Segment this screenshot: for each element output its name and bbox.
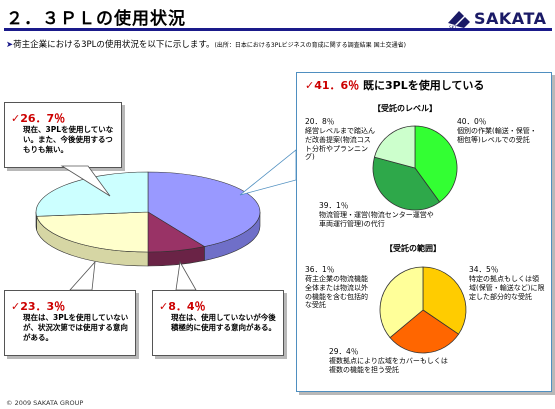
logo-mark-icon: SKT (448, 11, 470, 30)
scope-pie-chart (379, 266, 467, 354)
level-pie-chart (372, 125, 458, 211)
page-title: ２．３ＰＬの使用状況 (6, 9, 186, 29)
scope-slice-c (379, 266, 424, 339)
callout-no-plan-pct: 23．3％ (20, 300, 66, 313)
scope-slice-b (389, 309, 460, 354)
scope-slice-a (422, 266, 467, 335)
connector-none (60, 165, 111, 197)
callout-plan-heading: ✓8．4％ (159, 295, 206, 314)
level-label-b: 39．1％ 物流管理・運営(物流センター運営や車両運行管理)の代行 (319, 201, 437, 229)
panel-pct: 41．6％ (314, 79, 360, 92)
panel-heading-text: 既に3PLを使用している (363, 79, 485, 92)
level-label-b-text: 物流管理・運営(物流センター運営や車両運行管理)の代行 (319, 210, 434, 228)
scope-label-b-value: 29．4％ (329, 347, 359, 356)
scope-label-a: 34．5％ 特定の拠点もしくは領域(保管・輸送など)に限定した部分的な受託 (469, 265, 545, 301)
intro-text: 荷主企業における3PLの使用状況を以下に示します。 (13, 40, 215, 50)
connector-panel (239, 149, 297, 196)
intro-line: ➤荷主企業における3PLの使用状況を以下に示します。(出所：日本における3PLビ… (6, 38, 406, 50)
callout-plan: ✓8．4％ 現在は、使用していないが今後積極的に使用する意向がある。 (152, 290, 284, 356)
scope-label-c-text: 荷主企業の物流機能全体または物流以外の機能を含む包括的な受託 (305, 274, 368, 310)
main-slice-in-use (147, 171, 261, 247)
callout-none-check: ✓ (11, 112, 21, 125)
company-logo: SKT SAKATA (446, 8, 550, 30)
level-label-b-value: 39．1％ (319, 201, 349, 210)
callout-none: ✓26．7％ 現在、3PLを使用していない。また、今後使用するつもりも無い。 (4, 102, 122, 168)
callout-no-plan-check: ✓ (11, 300, 21, 313)
callout-plan-pct: 8．4％ (168, 300, 206, 313)
title-rule (4, 28, 552, 31)
callout-none-desc: 現在、3PLを使用していない。また、今後使用するつもりも無い。 (23, 125, 114, 154)
in-use-detail-panel: ✓41．6％ 既に3PLを使用している 【受託のレベル】 40．0％ 個別の作業… (296, 72, 552, 392)
callout-plan-check: ✓ (159, 300, 169, 313)
bullet-arrow-icon: ➤ (6, 40, 14, 50)
level-label-a: 40．0％ 個別の作業(輸送・保管・梱包等)レベルでの受託 (457, 117, 543, 145)
copyright-footer: © 2009 SAKATA GROUP (6, 399, 84, 407)
scope-label-c-value: 36．1％ (305, 265, 335, 274)
level-label-c: 20．8％ 経営レベルまで踏込んだ改善提案(物流コスト分析やプランニング) (305, 117, 375, 162)
scope-section-title: 【受託の範囲】 (385, 244, 441, 253)
level-label-a-text: 個別の作業(輸送・保管・梱包等)レベルでの受託 (457, 126, 537, 144)
main-slice-none (35, 171, 149, 217)
level-slice-c (373, 125, 416, 169)
scope-label-b-text: 複数拠点により広域をカバーもしくは複数の機能を担う受託 (329, 356, 448, 374)
callout-no-plan: ✓23．3％ 現在は、3PLを使用していないが、状況次第では使用する意向がある。 (4, 290, 136, 356)
sub-pies (372, 125, 467, 354)
scope-label-a-text: 特定の拠点もしくは領域(保管・輸送など)に限定した部分的な受託 (469, 274, 545, 301)
level-slice-a (414, 125, 458, 203)
connector-plan (175, 260, 197, 291)
callout-no-plan-desc: 現在は、3PLを使用していないが、状況次第では使用する意向がある。 (23, 313, 129, 342)
level-label-c-value: 20．8％ (305, 117, 335, 126)
scope-label-a-value: 34．5％ (469, 265, 499, 274)
logo-text: SAKATA (474, 9, 547, 28)
level-label-a-value: 40．0％ (457, 117, 487, 126)
scope-label-b: 29．4％ 複数拠点により広域をカバーもしくは複数の機能を担う受託 (329, 347, 449, 375)
callout-none-pct: 26．7％ (20, 112, 66, 125)
callout-no-plan-heading: ✓23．3％ (11, 295, 65, 314)
callout-none-heading: ✓26．7％ (11, 107, 65, 126)
level-label-c-text: 経営レベルまで踏込んだ改善提案(物流コスト分析やプランニング) (305, 126, 375, 162)
main-pie-slices (35, 171, 261, 267)
callout-plan-desc: 現在は、使用していないが今後積極的に使用する意向がある。 (171, 313, 276, 332)
level-slice-b (372, 156, 441, 211)
panel-check: ✓ (305, 79, 315, 92)
scope-label-c: 36．1％ 荷主企業の物流機能全体または物流以外の機能を含む包括的な受託 (305, 265, 371, 310)
logo-sub-text: SKT (449, 25, 457, 30)
main-slice-no-plan (36, 211, 149, 253)
source-note: (出所：日本における3PLビジネスの育成に関する調査結果 国土交通省) (214, 42, 406, 49)
connector-no-plan (69, 260, 96, 291)
panel-heading: ✓41．6％ 既に3PLを使用している (305, 77, 484, 93)
level-section-title: 【受託のレベル】 (373, 104, 437, 113)
